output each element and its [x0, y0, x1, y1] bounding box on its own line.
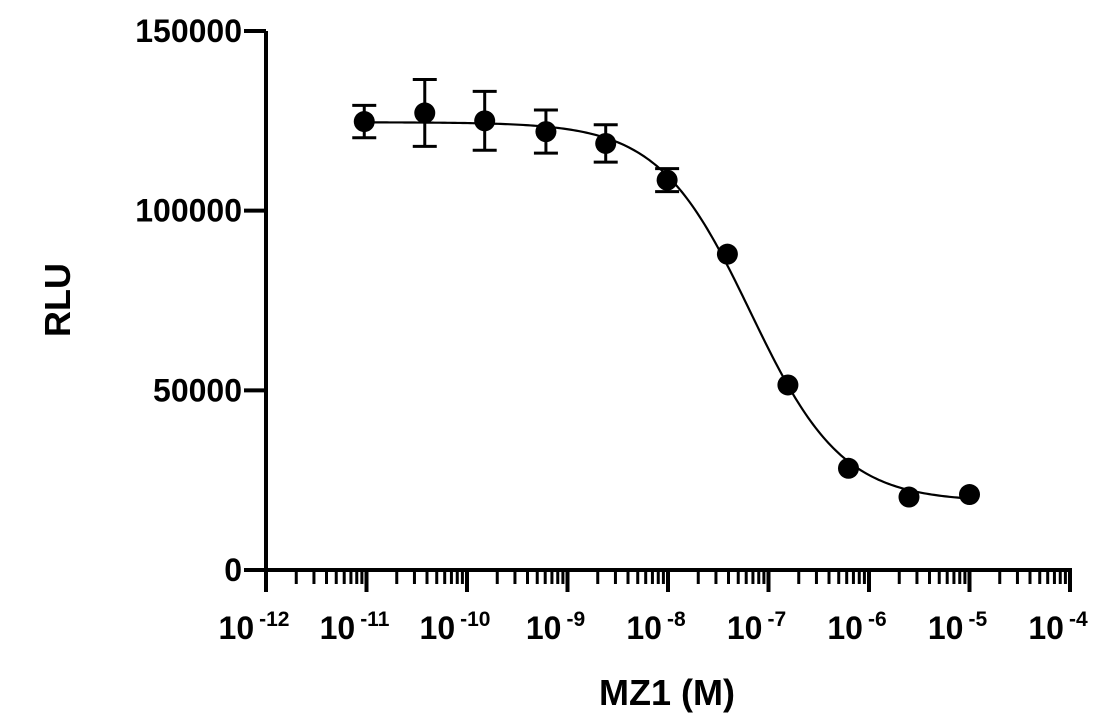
x-tick-label: 10 -9 — [526, 608, 585, 646]
data-point — [656, 169, 678, 191]
x-tick-label: 10 -12 — [219, 608, 290, 646]
y-axis: 0 50000 100000 150000 — [135, 13, 268, 588]
y-tick-label: 150000 — [135, 13, 242, 49]
x-tick-label: 10 -7 — [727, 608, 786, 646]
x-tick-label: 10 -5 — [928, 608, 988, 646]
data-point — [535, 121, 557, 143]
x-axis: 10 -12 10 -11 10 -10 10 -9 10 -8 10 -7 10 -6 10 -5 10 -4 — [219, 568, 1088, 646]
data-point — [898, 486, 920, 508]
x-tick-label: 10 -11 — [320, 608, 390, 646]
data-points — [353, 102, 980, 508]
data-point — [716, 243, 738, 265]
x-tick-label: 10 -8 — [626, 608, 686, 646]
x-tick-label: 10 -10 — [420, 608, 491, 646]
y-tick-label: 0 — [224, 552, 242, 588]
data-point — [595, 132, 617, 154]
y-tick-label: 100000 — [135, 193, 242, 229]
y-tick-label: 50000 — [153, 372, 242, 408]
data-point — [837, 457, 859, 479]
data-point — [414, 102, 436, 124]
data-point — [777, 374, 799, 396]
x-tick-label: 10 -4 — [1028, 608, 1088, 646]
x-tick-label: 10 -6 — [827, 608, 886, 646]
y-axis-label: RLU — [37, 263, 78, 337]
data-point — [353, 111, 375, 133]
error-bars — [352, 78, 680, 194]
data-point — [959, 484, 980, 506]
data-point — [474, 110, 496, 132]
x-axis-label: MZ1 (M) — [599, 672, 735, 713]
